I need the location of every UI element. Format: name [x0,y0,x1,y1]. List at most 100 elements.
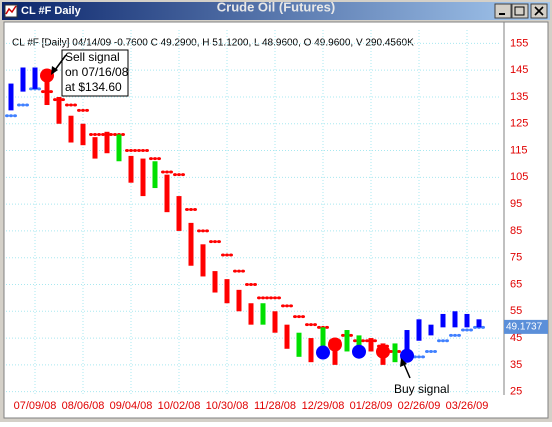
stop-dot [413,355,417,359]
stop-dot [221,253,225,257]
y-tick-label: 55 [510,305,522,317]
stop-dot [465,328,469,332]
minimize-button[interactable] [494,3,512,19]
stop-dot [177,173,181,177]
price-bar [416,319,422,341]
stop-dot [157,157,161,161]
stop-dot [481,325,485,329]
stop-dot [161,170,165,174]
stop-dot [21,103,25,107]
price-bar [284,324,290,349]
x-tick-label: 08/06/08 [62,400,105,412]
stop-dot [101,132,105,136]
price-bar [236,289,242,312]
stop-dot [29,87,33,91]
stop-dot [289,304,293,308]
stop-dot [97,132,101,136]
last-value-label: 49.1737 [506,322,543,333]
stop-dot [209,240,213,244]
stop-dot [109,132,113,136]
stop-dot [185,207,189,211]
stop-dot [73,103,77,107]
signal-marker [328,337,342,352]
maximize-button[interactable] [511,3,529,19]
price-bar [104,131,110,154]
stop-dot [125,149,129,153]
stop-dot [309,323,313,327]
stop-dot [397,349,401,353]
signal-marker [316,345,330,360]
app-icon-graph [5,5,17,15]
stop-dot [93,132,97,136]
stop-dot [429,349,433,353]
stop-dot [417,355,421,359]
price-bar [356,335,362,352]
stop-dot [121,132,125,136]
stop-dot [269,296,273,300]
x-tick-label: 03/26/09 [446,400,489,412]
stop-dot [245,282,249,286]
stop-dot [129,149,133,153]
stop-dot [77,108,81,112]
stop-dot [461,328,465,332]
signal-marker [376,344,390,359]
price-bar [272,311,278,333]
stop-dot [341,333,345,337]
price-bar [140,158,146,197]
stop-dot [261,296,265,300]
x-tick-label: 11/28/08 [254,400,296,412]
close-glyph [534,6,544,16]
sell-note-text: on 07/16/08 [65,65,129,79]
price-bar [308,338,314,363]
sell-arrowhead [51,66,58,75]
stop-dot [189,207,193,211]
y-tick-label: 125 [510,118,528,130]
title-bar [2,2,550,20]
stop-dot [201,229,205,233]
stop-dot [457,333,461,337]
stop-dot [89,132,93,136]
x-tick-label: 01/28/09 [350,400,393,412]
y-tick-label: 35 [510,359,522,371]
stop-dot [293,315,297,319]
stop-dot [273,296,277,300]
buy-arrow [403,363,411,379]
stop-dot [433,349,437,353]
sell-note-text: at $134.60 [65,80,122,94]
stop-dot [353,339,357,343]
stop-dot [317,325,321,329]
stop-dot [165,170,169,174]
stop-dot [473,325,477,329]
stop-dot [61,98,65,102]
stop-dot [205,229,209,233]
stop-dot [373,339,377,343]
stop-dot [217,240,221,244]
price-bar [80,123,86,146]
price-bar [188,222,194,266]
stop-dot [65,103,69,107]
signal-marker [40,68,54,83]
maximize-glyph [514,6,525,16]
stop-dot [17,103,21,107]
stop-dot [225,253,229,257]
stop-dot [389,349,393,353]
stop-dot [137,149,141,153]
price-bar [332,340,338,365]
price-bar [200,244,206,277]
stop-dot [297,315,301,319]
price-bar [164,174,170,213]
y-tick-label: 145 [510,64,528,76]
stop-dot [197,229,201,233]
stop-dot [25,103,29,107]
buy-note: Buy signal [394,382,449,396]
price-bar [128,155,134,183]
chart-title: Crude Oil (Futures) [217,0,335,14]
stop-dot [5,114,9,118]
signal-marker [352,344,366,359]
stop-dot [325,325,329,329]
price-bar [368,338,374,352]
sell-arrow [54,54,67,71]
stop-dot [305,323,309,327]
last-value-box [504,319,548,334]
stop-dot [49,90,53,94]
